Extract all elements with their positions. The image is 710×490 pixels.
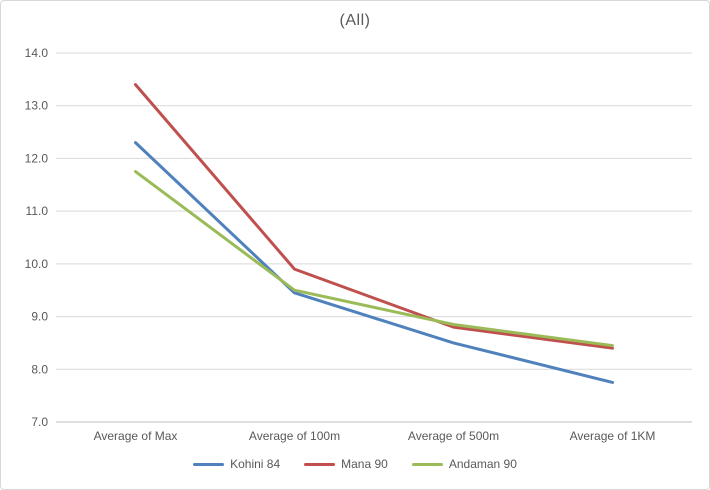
y-tick-label: 8.0 bbox=[31, 362, 48, 376]
y-tick-label: 10.0 bbox=[25, 257, 49, 271]
series-line-mana-90 bbox=[134, 83, 614, 350]
x-tick-label: Average of 100m bbox=[249, 429, 340, 443]
series-line-kohini-84 bbox=[134, 141, 614, 384]
legend-line-swatch-icon bbox=[411, 462, 443, 466]
chart-title: (All) bbox=[339, 12, 371, 29]
x-tick-label: Average of Max bbox=[94, 429, 178, 443]
y-tick-label: 11.0 bbox=[26, 204, 49, 218]
legend-label: Andaman 90 bbox=[448, 457, 517, 471]
y-tick-label: 9.0 bbox=[31, 310, 48, 324]
legend-item-mana-90: Mana 90 bbox=[304, 457, 388, 471]
y-tick-label: 14.0 bbox=[25, 46, 49, 60]
legend-line-swatch-icon bbox=[304, 462, 336, 466]
legend: Kohini 84 Mana 90 Andaman 90 bbox=[1, 457, 709, 471]
y-tick-label: 12.0 bbox=[25, 151, 49, 165]
y-tick-label: 13.0 bbox=[25, 99, 49, 113]
legend-item-kohini-84: Kohini 84 bbox=[193, 457, 280, 471]
y-tick-label: 7.0 bbox=[31, 415, 48, 429]
series-line-andaman-90 bbox=[134, 170, 614, 348]
x-tick-label: Average of 1KM bbox=[570, 429, 656, 443]
legend-line-swatch-icon bbox=[193, 462, 225, 466]
legend-label: Kohini 84 bbox=[230, 457, 281, 471]
x-tick-label: Average of 500m bbox=[408, 429, 499, 443]
legend-label: Mana 90 bbox=[341, 457, 388, 471]
legend-item-andaman-90: Andaman 90 bbox=[411, 457, 517, 471]
